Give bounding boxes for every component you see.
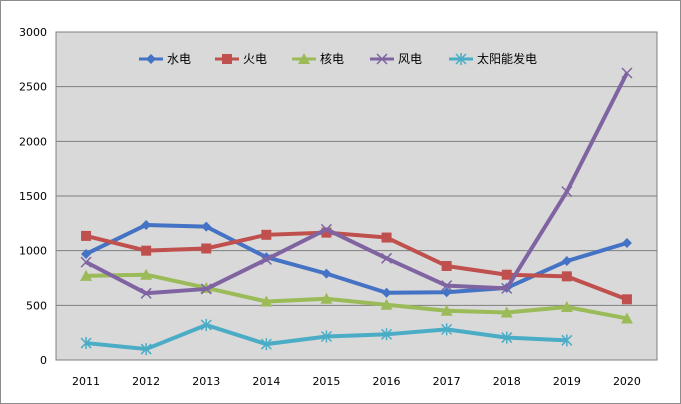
data-point: [621, 67, 633, 79]
data-point: [561, 186, 573, 198]
data-point: [201, 243, 212, 254]
data-point: [381, 328, 393, 341]
legend-item: 太阳能发电: [449, 51, 537, 66]
data-point: [441, 280, 453, 292]
legend-item: 核电: [292, 52, 344, 66]
data-point: [320, 223, 332, 235]
legend-label: 核电: [320, 52, 344, 66]
data-point: [501, 331, 513, 344]
legend-label: 太阳能发电: [477, 51, 537, 66]
data-point: [500, 306, 513, 318]
data-point: [621, 294, 632, 305]
data-point: [140, 268, 153, 280]
data-point: [320, 292, 333, 304]
x-tick-label: 2013: [192, 375, 220, 388]
data-point: [200, 319, 212, 332]
y-tick-label: 500: [26, 299, 47, 312]
data-point: [200, 283, 212, 295]
y-tick-label: 3000: [19, 26, 47, 39]
x-tick-label: 2014: [252, 375, 280, 388]
series-2: [81, 227, 632, 305]
data-point: [455, 53, 467, 65]
data-point: [80, 269, 93, 281]
x-tick-label: 2020: [613, 375, 641, 388]
legend: 水电 火电 核电 风电 太阳能发电: [139, 51, 537, 66]
data-point: [561, 334, 573, 347]
data-point: [501, 282, 513, 294]
x-tick-label: 2017: [433, 375, 461, 388]
data-point: [381, 287, 392, 298]
series-5: [80, 319, 573, 356]
series-line: [85, 72, 629, 296]
x-tick-label: 2019: [553, 375, 581, 388]
data-point: [201, 221, 212, 232]
data-point: [441, 260, 452, 271]
data-point: [140, 343, 152, 356]
data-point: [381, 232, 392, 243]
y-tick-label: 2000: [19, 135, 47, 148]
data-point: [146, 54, 156, 64]
data-point: [260, 338, 272, 351]
data-point: [441, 287, 452, 298]
series-group: [80, 67, 633, 356]
data-point: [80, 256, 92, 268]
x-tick-label: 2016: [373, 375, 401, 388]
data-point: [80, 337, 92, 350]
data-point: [561, 271, 572, 282]
data-point: [140, 287, 152, 299]
y-tick-label: 0: [40, 354, 47, 367]
data-point: [381, 252, 393, 264]
data-point: [321, 227, 332, 238]
y-tick-label: 1500: [19, 190, 47, 203]
data-point: [501, 269, 512, 280]
data-point: [81, 230, 92, 241]
x-tick-label: 2012: [132, 375, 160, 388]
legend-item: 火电: [215, 52, 267, 66]
data-point: [321, 268, 332, 279]
series-line: [85, 230, 628, 302]
x-tick-label: 2015: [312, 375, 340, 388]
data-point: [441, 323, 453, 336]
y-tick-label: 1000: [19, 245, 47, 258]
x-tick-label: 2011: [72, 375, 100, 388]
data-point: [560, 300, 573, 312]
x-axis: 2011 2012 2013 2014 2015 2016 2017 2018 2019 2020: [72, 375, 641, 388]
data-point: [141, 219, 152, 230]
data-point: [81, 248, 92, 259]
legend-label: 火电: [243, 52, 267, 66]
data-point: [621, 238, 632, 249]
data-point: [376, 53, 388, 65]
legend-label: 风电: [398, 52, 422, 66]
y-tick-label: 2500: [19, 81, 47, 94]
data-point: [320, 330, 332, 343]
data-point: [260, 253, 272, 265]
data-point: [620, 312, 633, 324]
series-4: [80, 67, 633, 299]
data-point: [141, 245, 152, 256]
data-point: [298, 53, 310, 64]
legend-item: 风电: [370, 52, 422, 66]
series-3: [80, 268, 633, 324]
data-point: [561, 256, 572, 267]
data-point: [440, 304, 453, 316]
series-line: [86, 272, 628, 321]
data-point: [261, 229, 272, 240]
y-axis: 0 500 1000 1500 2000 2500 3000: [19, 26, 47, 367]
data-point: [222, 54, 232, 64]
legend-item: 水电: [139, 52, 191, 66]
legend-label: 水电: [167, 52, 191, 66]
x-tick-label: 2018: [493, 375, 521, 388]
data-point: [260, 295, 273, 307]
data-point: [380, 298, 393, 310]
